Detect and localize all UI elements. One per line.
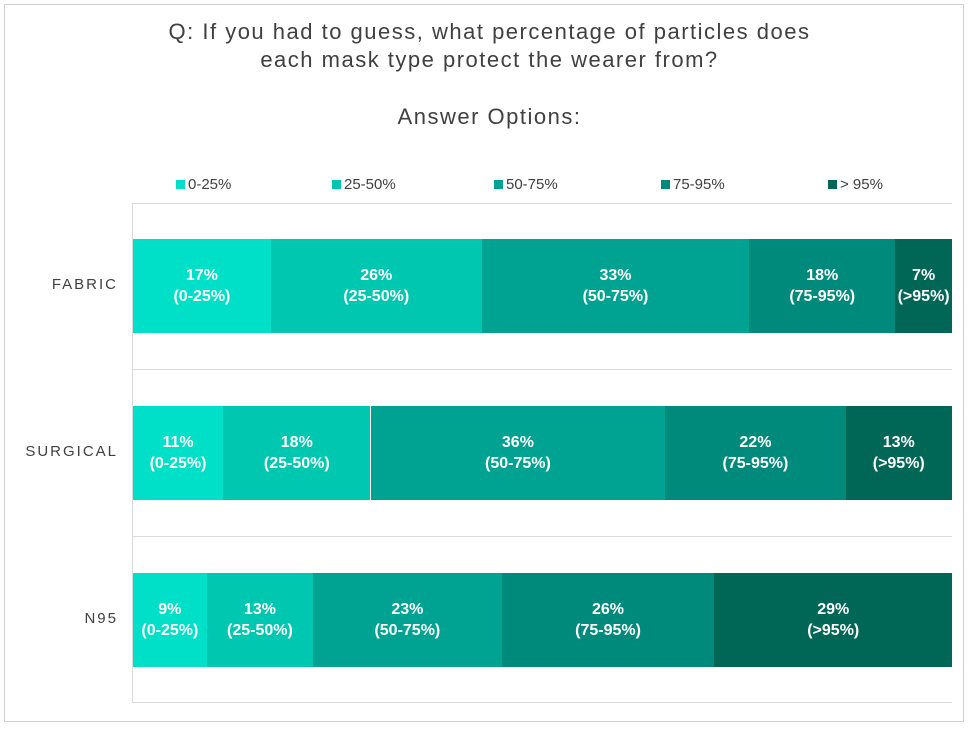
chart-frame — [4, 4, 964, 722]
data-label-range: (75-95%) — [575, 622, 641, 639]
legend-label: > 95% — [840, 176, 883, 193]
legend-label: 75-95% — [673, 176, 725, 193]
data-label-range: (0-25%) — [141, 622, 199, 639]
legend-swatch — [661, 180, 670, 189]
data-label-range: (50-75%) — [485, 455, 551, 472]
data-label-range: (0-25%) — [173, 288, 231, 305]
bar-segment: 22% (75-95%) — [665, 406, 846, 500]
data-label-range: (>95%) — [807, 622, 860, 639]
data-label-value: 26% — [360, 267, 393, 284]
legend-item: 75-95% — [661, 176, 725, 193]
chart-legend: 0-25% 25-50% 50-75% 75-95% > 95% — [0, 176, 979, 198]
row-divider — [132, 369, 952, 370]
data-label-range: (>95%) — [897, 288, 950, 305]
row-divider — [132, 536, 952, 537]
data-label-value: 36% — [501, 434, 534, 451]
bar-segment: 36% (50-75%) — [370, 406, 666, 500]
bar-segment: 7% (>95%) — [895, 239, 952, 333]
data-label-range: (25-50%) — [227, 622, 293, 639]
data-label-value: 26% — [592, 601, 625, 618]
legend-title: Answer Options: — [397, 104, 582, 129]
data-label-value: 7% — [912, 267, 936, 284]
bar-segment: 18% (25-50%) — [223, 406, 371, 500]
data-label-value: 29% — [817, 601, 850, 618]
data-label-range: (75-95%) — [722, 455, 789, 472]
bar-segment: 26% (75-95%) — [501, 573, 715, 667]
data-label-value: 22% — [739, 434, 772, 451]
data-label-value: 9% — [158, 601, 182, 618]
bar-segment: 18% (75-95%) — [749, 239, 896, 333]
bar-segment: 13% (>95%) — [845, 406, 952, 500]
data-label-value: 11% — [162, 434, 194, 451]
bar-segment: 23% (50-75%) — [313, 573, 502, 667]
plot-top-border — [132, 203, 952, 204]
bar-segment: 33% (50-75%) — [481, 239, 750, 333]
legend-label: 50-75% — [506, 176, 558, 193]
plot-bottom-border — [132, 702, 952, 703]
legend-label: 0-25% — [188, 176, 232, 193]
legend-item: 0-25% — [176, 176, 231, 193]
bar-segment: 11% (0-25%) — [133, 406, 224, 500]
legend-item: > 95% — [828, 176, 883, 193]
category-label: FABRIC — [51, 276, 118, 293]
data-label-range: (75-95%) — [789, 288, 856, 305]
data-label-value: 18% — [280, 434, 313, 451]
data-label-value: 13% — [882, 434, 915, 451]
legend-label: 25-50% — [344, 176, 396, 193]
data-label-value: 33% — [599, 267, 632, 284]
data-label-range: (25-50%) — [343, 288, 410, 305]
data-label-range: (25-50%) — [263, 455, 330, 472]
chart-title-line-2: each mask type protect the wearer from? — [260, 47, 719, 72]
legend-swatch — [494, 180, 503, 189]
data-label-value: 18% — [806, 267, 839, 284]
bar-segment: 17% (0-25%) — [133, 239, 271, 333]
data-label-value: 17% — [185, 267, 218, 284]
bar-segment: 9% (0-25%) — [133, 573, 207, 667]
category-label: SURGICAL — [25, 443, 118, 460]
bar-segment: 26% (25-50%) — [270, 239, 482, 333]
data-label-range: (50-75%) — [582, 288, 649, 305]
bar-segment: 13% (25-50%) — [206, 573, 314, 667]
data-label-range: (>95%) — [872, 455, 925, 472]
legend-swatch — [828, 180, 837, 189]
legend-swatch — [332, 180, 341, 189]
data-label-value: 23% — [391, 601, 424, 618]
category-label: N95 — [84, 610, 118, 627]
data-label-range: (50-75%) — [374, 622, 441, 639]
data-label-range: (0-25%) — [149, 455, 207, 472]
data-label-value: 13% — [243, 601, 276, 618]
chart-title: Q: If you had to guess, what percentage … — [0, 18, 979, 74]
category-axis-line — [132, 203, 133, 703]
bar-segment: 29% (>95%) — [714, 573, 952, 667]
legend-item: 50-75% — [494, 176, 558, 193]
chart-title-line-1: Q: If you had to guess, what percentage … — [168, 19, 811, 44]
legend-item: 25-50% — [332, 176, 396, 193]
legend-swatch — [176, 180, 185, 189]
